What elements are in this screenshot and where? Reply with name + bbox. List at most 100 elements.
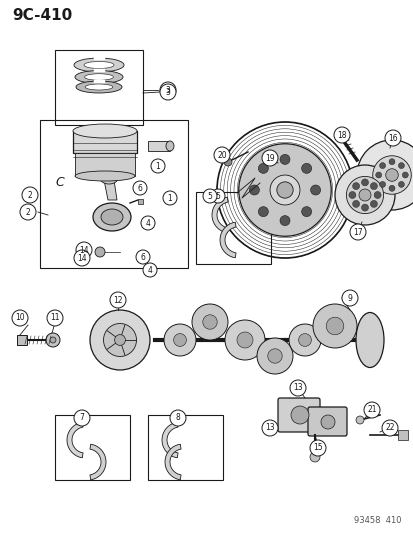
Circle shape [12,310,28,326]
Ellipse shape [101,209,123,225]
Circle shape [76,242,92,258]
Circle shape [309,440,325,456]
Text: 3: 3 [165,85,170,94]
Circle shape [192,304,228,340]
Circle shape [385,169,397,181]
Circle shape [312,304,356,348]
Text: 15: 15 [312,443,322,453]
Circle shape [159,82,176,98]
Text: 12: 12 [113,295,122,304]
Polygon shape [219,222,235,258]
Ellipse shape [355,312,383,367]
Circle shape [355,416,363,424]
Ellipse shape [100,172,118,184]
Text: 13: 13 [292,384,302,392]
Circle shape [373,191,380,198]
Circle shape [163,191,177,205]
Text: 6: 6 [137,183,142,192]
FancyBboxPatch shape [307,407,346,436]
Text: 9C-410: 9C-410 [12,8,72,23]
Bar [195,192,271,264]
Circle shape [20,204,36,220]
Text: 21: 21 [366,406,376,415]
Circle shape [320,415,334,429]
Bar [138,199,142,204]
Circle shape [310,185,320,195]
Text: 2: 2 [26,207,30,216]
Circle shape [361,204,368,211]
Text: 18: 18 [337,131,346,140]
Text: 1: 1 [167,193,172,203]
Circle shape [267,349,282,363]
Circle shape [238,144,330,236]
Circle shape [173,334,186,346]
Text: 8: 8 [175,414,180,423]
Polygon shape [161,422,178,458]
Polygon shape [90,444,106,480]
Ellipse shape [74,58,124,72]
Circle shape [352,183,359,190]
Circle shape [170,410,185,426]
Circle shape [159,84,176,100]
Ellipse shape [73,124,137,138]
Text: C: C [55,175,64,189]
Circle shape [103,324,136,357]
Circle shape [47,310,63,326]
Text: 16: 16 [387,133,397,142]
Circle shape [334,165,394,225]
Circle shape [388,159,394,165]
Circle shape [141,216,154,230]
Circle shape [379,163,385,168]
Circle shape [346,176,383,214]
Text: 14: 14 [77,254,87,262]
Text: 5: 5 [207,191,212,200]
Circle shape [269,175,299,205]
Circle shape [223,158,231,166]
Circle shape [375,172,381,178]
Circle shape [133,181,147,195]
Circle shape [301,207,311,216]
Ellipse shape [93,203,131,231]
Text: 6: 6 [140,253,145,262]
Circle shape [301,163,311,173]
Circle shape [261,420,277,436]
Circle shape [249,185,259,195]
Bar [17,335,27,345]
Circle shape [372,156,410,194]
Circle shape [214,147,230,163]
Circle shape [74,250,90,266]
Text: 3: 3 [165,87,170,96]
Circle shape [202,315,217,329]
Text: 10: 10 [15,313,25,322]
Bar [147,415,223,480]
Text: 20: 20 [217,150,226,159]
Circle shape [381,420,397,436]
Bar [55,50,142,125]
Bar [73,131,137,153]
Circle shape [370,200,377,207]
Text: 9: 9 [347,294,351,303]
Circle shape [288,324,320,356]
Text: 2: 2 [28,190,32,199]
Circle shape [74,410,90,426]
Circle shape [90,310,150,370]
Circle shape [388,185,394,191]
Circle shape [95,247,105,257]
Bar [397,430,407,440]
Text: 13: 13 [265,424,274,432]
Ellipse shape [84,61,114,69]
Text: 4: 4 [145,219,150,228]
Bar [75,153,135,176]
Polygon shape [67,422,83,458]
Text: 14: 14 [79,246,89,254]
Bar [55,415,130,480]
Circle shape [370,183,377,190]
Circle shape [236,332,252,348]
Circle shape [276,182,292,198]
Circle shape [211,189,224,203]
Polygon shape [211,197,228,233]
Polygon shape [165,444,180,480]
Circle shape [258,163,268,173]
Circle shape [401,172,407,178]
Bar [40,120,188,268]
